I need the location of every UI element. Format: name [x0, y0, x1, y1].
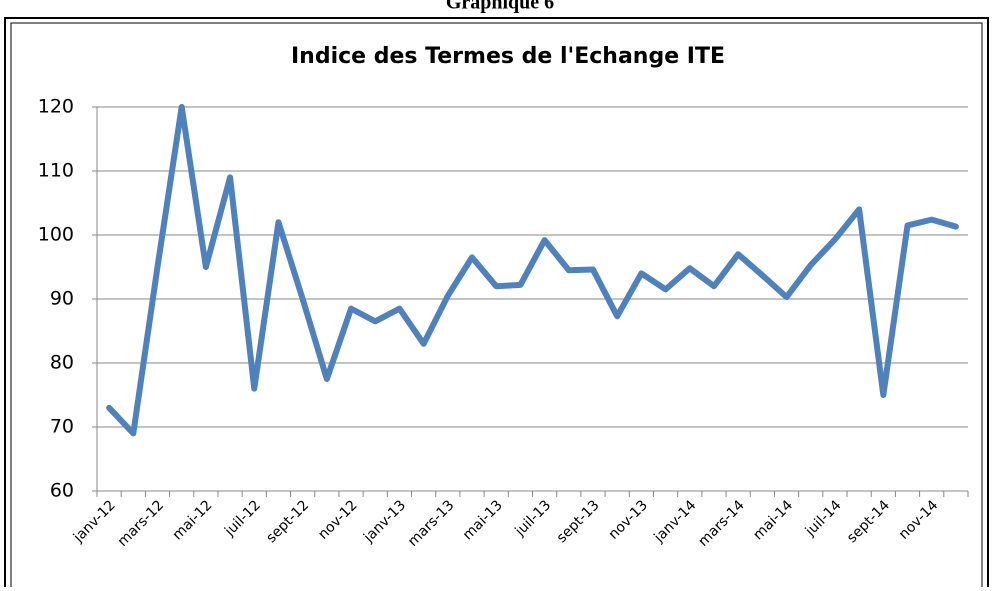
x-tick-label: nov-14 [896, 497, 941, 542]
x-tick-label: nov-13 [606, 497, 651, 542]
x-tick-label: sept-12 [263, 497, 312, 546]
x-tick-label: sept-14 [844, 497, 893, 546]
y-tick-label: 100 [38, 224, 74, 246]
x-tick-label: mars-13 [405, 497, 457, 549]
x-tick-label: sept-13 [554, 497, 603, 546]
x-tick-label: nov-12 [315, 497, 360, 542]
x-tick-label: mai-12 [170, 497, 216, 543]
y-tick-label: 70 [50, 416, 74, 438]
inner-frame [10, 22, 983, 591]
x-tick-label: juil-14 [802, 497, 845, 540]
header: Graphique 6 [446, 0, 554, 14]
y-tick-label: 110 [38, 160, 74, 182]
outer-frame [4, 17, 989, 591]
x-tick-label: janv-13 [360, 497, 409, 546]
chart-title: Indice des Termes de l'Echange ITE [291, 44, 725, 69]
x-tick-label: mars-12 [115, 497, 167, 549]
x-tick-label: janv-14 [651, 497, 700, 546]
y-tick-label: 80 [50, 352, 74, 374]
series-line [106, 104, 959, 437]
x-tick-label: juil-12 [221, 497, 264, 540]
y-tick-label: 60 [50, 480, 74, 502]
x-tick-label: mai-14 [750, 497, 796, 543]
y-tick-label: 90 [50, 288, 74, 310]
x-tick-label: mai-13 [460, 497, 506, 543]
x-tick-label: janv-12 [70, 497, 119, 546]
y-tick-label: 120 [38, 96, 74, 118]
x-tick-label: juil-13 [512, 497, 555, 540]
x-tick-label: mars-14 [695, 497, 747, 549]
